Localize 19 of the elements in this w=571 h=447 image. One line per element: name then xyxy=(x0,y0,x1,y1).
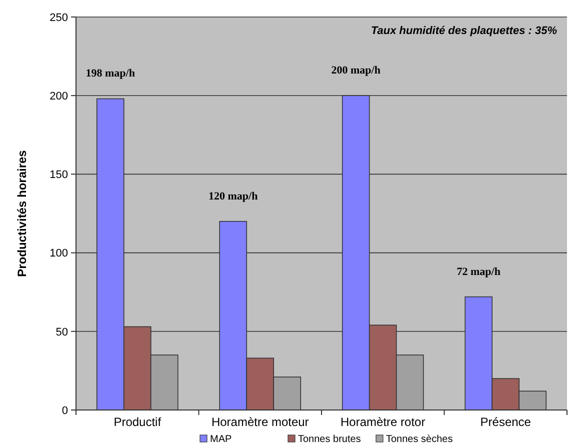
x-tick-label: Présence xyxy=(480,415,532,429)
x-tick-label: Productif xyxy=(114,415,162,429)
x-tick-label: Horamètre moteur xyxy=(211,415,309,429)
legend-label: MAP xyxy=(210,434,232,445)
y-tick-label: 100 xyxy=(50,248,68,260)
y-tick-label: 200 xyxy=(50,90,68,102)
y-tick-label: 50 xyxy=(56,326,68,338)
y-axis-title: Productivités horaires xyxy=(15,150,29,277)
data-label: 198 map/h xyxy=(86,68,135,80)
data-label: 120 map/h xyxy=(208,190,258,202)
y-tick-label: 150 xyxy=(50,169,68,182)
y-tick-label: 0 xyxy=(62,404,68,417)
legend-label: Tonnes sèches xyxy=(386,434,453,445)
data-label: 72 map/h xyxy=(456,266,500,278)
legend-label: Tonnes brutes xyxy=(298,434,361,445)
data-label: 200 map/h xyxy=(331,64,380,77)
x-tick-label: Horamètre rotor xyxy=(340,415,426,429)
y-tick-label: 250 xyxy=(50,12,68,24)
annotation: Taux humidité des plaquettes : 35% xyxy=(370,25,558,37)
